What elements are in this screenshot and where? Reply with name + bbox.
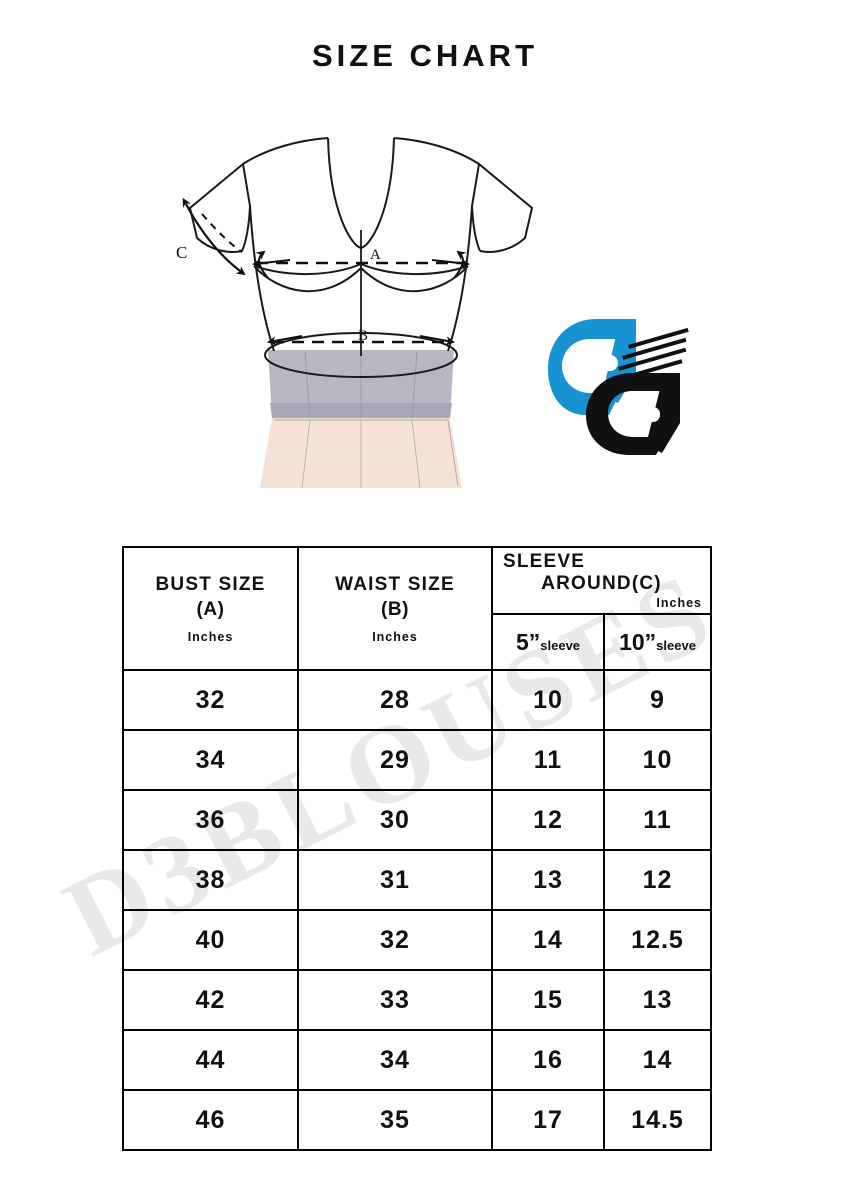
cell-sleeve5: 13	[491, 849, 605, 911]
cell-waist: 29	[297, 729, 493, 791]
cell-waist: 32	[297, 909, 493, 971]
cell-sleeve10: 9	[602, 669, 713, 731]
cell-sleeve5: 11	[491, 729, 605, 791]
header-waist-title: WAIST SIZE	[335, 574, 455, 596]
cell-bust: 44	[122, 1029, 299, 1091]
table-header-row-main: BUST SIZE (A) Inches WAIST SIZE (B) Inch…	[122, 546, 713, 671]
cell-waist: 34	[297, 1029, 493, 1091]
header-sleeve-5in-size: 5”	[515, 628, 541, 655]
table-row: 36 30 12 11	[122, 789, 713, 851]
blouse-measurement-diagram: A B C	[150, 118, 570, 489]
cell-waist: 30	[297, 789, 493, 851]
cell-sleeve10: 12.5	[602, 909, 713, 971]
cell-sleeve10: 13	[602, 969, 713, 1031]
table-row: 44 34 16 14	[122, 1029, 713, 1091]
table-header-row-sub: 5”sleeve 10”sleeve	[123, 613, 713, 671]
cell-waist: 31	[297, 849, 493, 911]
header-sleeve-line1: SLEEVE	[503, 551, 586, 573]
header-waist-size: WAIST SIZE (B) Inches	[297, 546, 493, 671]
cell-sleeve5: 16	[491, 1029, 605, 1091]
table-row: 32 28 10 9	[122, 669, 713, 731]
header-sleeve-around-group: SLEEVE AROUND(C) Inches	[490, 546, 713, 615]
header-waist-unit: Inches	[372, 629, 418, 644]
table-row: 40 32 14 12.5	[122, 909, 713, 971]
cell-bust: 46	[122, 1089, 299, 1151]
header-sleeve-5in: 5”sleeve	[491, 613, 605, 671]
d3blouses-logo	[546, 303, 716, 458]
header-bust-unit: Inches	[187, 629, 234, 644]
header-bust-title: BUST SIZE	[155, 574, 266, 596]
header-waist-paren: (B)	[381, 599, 409, 621]
header-sleeve-10in-word: sleeve	[656, 637, 696, 653]
marker-label-c: C	[176, 243, 187, 262]
size-chart-body: 32 28 10 9 34 29 11 10 36 30 12 11 38 31…	[122, 669, 713, 1151]
cell-bust: 42	[122, 969, 299, 1031]
cell-bust: 38	[122, 849, 299, 911]
header-sleeve-5in-word: sleeve	[540, 637, 581, 653]
header-bust-paren: (A)	[196, 599, 225, 621]
header-sleeve-line2: AROUND(C)	[493, 573, 710, 595]
cell-waist: 33	[297, 969, 493, 1031]
cell-sleeve10: 10	[602, 729, 713, 791]
cell-bust: 36	[122, 789, 299, 851]
cell-waist: 28	[297, 669, 493, 731]
cell-bust: 32	[122, 669, 299, 731]
cell-bust: 40	[122, 909, 299, 971]
table-row: 34 29 11 10	[122, 729, 713, 791]
cell-sleeve10: 12	[602, 849, 713, 911]
table-row: 42 33 15 13	[122, 969, 713, 1031]
size-chart-table: BUST SIZE (A) Inches WAIST SIZE (B) Inch…	[122, 546, 713, 1151]
marker-label-a: A	[370, 247, 381, 263]
header-sleeve-10in: 10”sleeve	[602, 613, 713, 671]
table-row: 38 31 13 12	[122, 849, 713, 911]
cell-waist: 35	[297, 1089, 493, 1151]
cell-sleeve5: 10	[491, 669, 605, 731]
marker-label-b: B	[358, 328, 368, 344]
header-bust-size: BUST SIZE (A) Inches	[122, 546, 299, 671]
cell-sleeve10: 14.5	[602, 1089, 713, 1151]
cell-sleeve5: 15	[491, 969, 605, 1031]
header-sleeve-around-text: AROUND	[541, 573, 632, 594]
header-sleeve-paren: (C)	[631, 573, 662, 594]
cell-sleeve10: 11	[602, 789, 713, 851]
cell-sleeve5: 17	[491, 1089, 605, 1151]
cell-sleeve5: 12	[491, 789, 605, 851]
header-sleeve-10in-size: 10”	[619, 628, 657, 655]
page-title: SIZE CHART	[312, 38, 538, 73]
table-row: 46 35 17 14.5	[122, 1089, 713, 1151]
cell-sleeve5: 14	[491, 909, 605, 971]
cell-bust: 34	[122, 729, 299, 791]
cell-sleeve10: 14	[602, 1029, 713, 1091]
header-sleeve-unit: Inches	[656, 595, 703, 610]
